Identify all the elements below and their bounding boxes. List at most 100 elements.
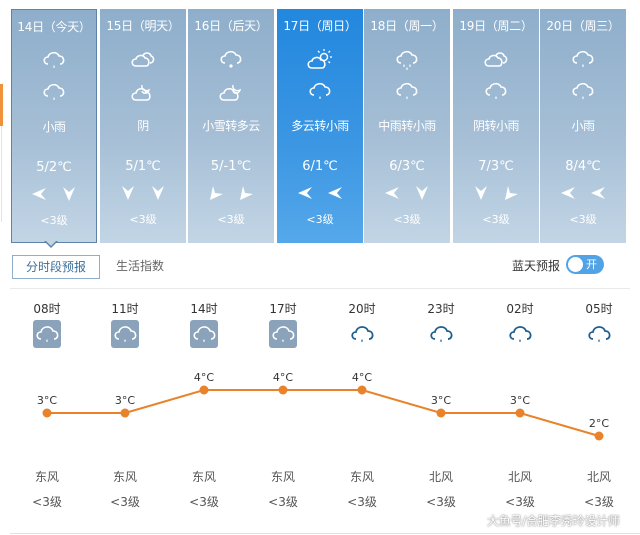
day-temperature: 5/-1℃	[210, 159, 252, 174]
blue-sky-forecast-toggle[interactable]: 开	[566, 255, 604, 274]
temp-data-label: 4°C	[272, 371, 294, 384]
hour-column: 20时	[332, 300, 392, 348]
day-card-6[interactable]: 20日（周三） 小雨 8/4℃ <3级	[540, 9, 626, 243]
wind-level: <3级	[569, 213, 597, 226]
light-rain-night-icon	[348, 320, 376, 348]
temp-data-label: 3°C	[509, 394, 531, 407]
overcast-icon	[100, 47, 186, 73]
temp-data-label: 3°C	[114, 394, 136, 407]
day-temperature: 8/4℃	[565, 159, 601, 174]
day-temperature: 5/2℃	[36, 160, 72, 175]
hour-column: 08时	[17, 300, 77, 348]
day-temperature: 6/3℃	[389, 159, 425, 174]
hour-column: 05时	[569, 300, 629, 348]
wind-direction: 北风	[428, 470, 453, 484]
wind-level: <3级	[268, 495, 298, 509]
wind-direction: 东风	[191, 470, 216, 484]
light-rain-night-icon	[427, 320, 455, 348]
day-card-4[interactable]: 18日（周一） 中雨转小雨 6/3℃ <3级	[364, 9, 450, 243]
daily-forecast-strip: 14日（今天） 小雨 5/2℃ <3级 15日（明天） 阴 5/1℃ <3级 1…	[11, 9, 627, 243]
wind-level: <3级	[306, 213, 334, 226]
wind-level: <3级	[129, 213, 157, 226]
day-date: 17日（周日）	[283, 19, 357, 33]
hour-label: 17时	[269, 302, 297, 316]
hour-column: 14时	[174, 300, 234, 348]
cloudy-night-icon	[100, 79, 186, 105]
temp-data-label: 3°C	[36, 394, 58, 407]
wind-direction: 北风	[586, 470, 611, 484]
wind-arrow-down-left-icon	[505, 186, 518, 200]
hourly-temperature-chart: 3°C 3°C 4°C 4°C 4°C 3°C 3°C 2°C	[0, 360, 640, 450]
wind-level: <3级	[40, 214, 68, 227]
tab-hourly-forecast[interactable]: 分时段预报	[12, 255, 100, 279]
light-rain-night-icon	[585, 320, 613, 348]
hour-label: 20时	[348, 302, 376, 316]
overcast-icon	[453, 47, 539, 73]
light-rain-icon	[364, 79, 450, 105]
hour-label: 08时	[33, 302, 61, 316]
wind-direction: 东风	[34, 470, 59, 484]
hour-label: 14时	[190, 302, 218, 316]
hour-column: 23时	[411, 300, 471, 348]
temp-data-label: 2°C	[588, 417, 610, 430]
temperature-line	[42, 385, 604, 441]
day-date: 18日（周一）	[370, 19, 444, 33]
bottom-divider	[10, 533, 640, 534]
temp-data-label: 3°C	[430, 394, 452, 407]
day-card-0[interactable]: 14日（今天） 小雨 5/2℃ <3级	[11, 9, 97, 243]
wind-direction: 东风	[112, 470, 137, 484]
wind-level: <3级	[584, 495, 614, 509]
day-card-3[interactable]: 17日（周日） 多云转小雨 6/1℃ <3级	[277, 9, 363, 243]
day-date: 14日（今天）	[17, 20, 91, 34]
day-card-5[interactable]: 19日（周二） 阴转小雨 7/3℃ <3级	[453, 9, 539, 243]
light-rain-icon	[453, 79, 539, 105]
day-card-1[interactable]: 15日（明天） 阴 5/1℃ <3级	[100, 9, 186, 243]
wind-arrow-left-icon	[32, 188, 46, 200]
toggle-knob	[568, 257, 583, 272]
wind-level: <3级	[217, 213, 245, 226]
day-condition: 小雨	[42, 120, 66, 134]
tab-life-index[interactable]: 生活指数	[116, 259, 165, 273]
hour-column: 02时	[490, 300, 550, 348]
wind-arrow-left-icon	[298, 187, 312, 199]
wind-level: <3级	[482, 213, 510, 226]
light-rain-icon	[540, 79, 626, 105]
light-rain-icon	[277, 79, 363, 105]
partly-cloudy-day-icon	[277, 47, 363, 73]
wind-arrow-down-icon	[475, 186, 487, 200]
hour-label: 05时	[585, 302, 613, 316]
day-card-2[interactable]: 16日（后天） 小雪转多云 5/-1℃ <3级	[188, 9, 274, 243]
day-date: 20日（周三）	[546, 19, 620, 33]
wind-arrow-left-icon	[591, 187, 605, 199]
wind-level: <3级	[347, 495, 377, 509]
wind-arrow-down-icon	[416, 186, 428, 200]
wind-level: <3级	[110, 495, 140, 509]
wind-arrow-down-icon	[122, 186, 134, 200]
blue-sky-forecast-label: 蓝天预报	[512, 259, 561, 273]
wind-direction-icons	[12, 186, 96, 202]
light-rain-icon	[12, 48, 96, 74]
wind-arrow-down-left-icon	[240, 186, 253, 200]
hour-column: 17时	[253, 300, 313, 348]
day-date: 16日（后天）	[194, 19, 268, 33]
day-date: 15日（明天）	[106, 19, 180, 33]
day-date: 19日（周二）	[459, 19, 533, 33]
wind-direction-icons	[453, 185, 539, 201]
day-condition: 小雪转多云	[202, 119, 260, 133]
light-rain-day-icon	[111, 320, 139, 348]
light-rain-day-icon	[190, 320, 218, 348]
hour-label: 11时	[111, 302, 139, 316]
wind-direction: 东风	[270, 470, 295, 484]
wind-arrow-down-icon	[152, 186, 164, 200]
wind-direction: 东风	[349, 470, 374, 484]
light-rain-icon	[12, 80, 96, 106]
side-tab-indicator[interactable]	[0, 84, 3, 126]
wind-direction-icons	[364, 185, 450, 201]
wind-level: <3级	[32, 495, 62, 509]
day-temperature: 5/1℃	[125, 159, 161, 174]
wind-level: <3级	[505, 495, 535, 509]
temp-data-label: 4°C	[351, 371, 373, 384]
wind-arrow-left-icon	[385, 187, 399, 199]
watermark: 大鱼号/合肥李秀玲设计师	[487, 514, 620, 528]
light-rain-icon	[540, 47, 626, 73]
